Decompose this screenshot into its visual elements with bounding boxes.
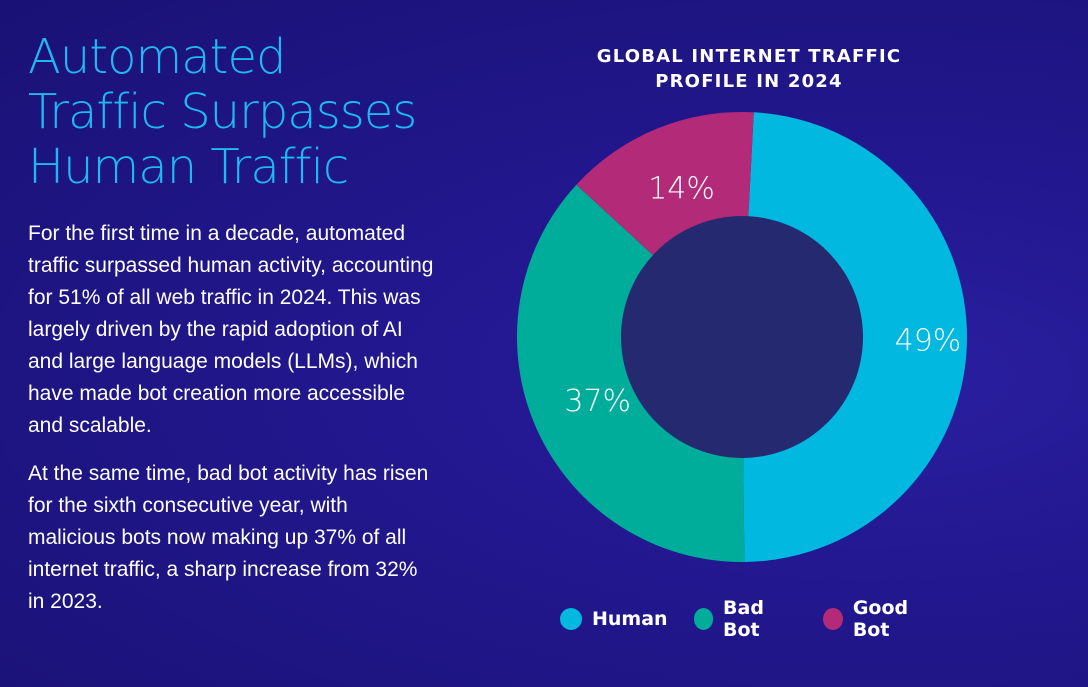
chart-title-line-2: PROFILE IN 2024	[655, 71, 843, 92]
legend-item-human: Human	[560, 608, 668, 630]
headline-line-3: Human Traffic	[28, 139, 349, 195]
legend-swatch-human	[560, 608, 582, 630]
headline: Automated Traffic Surpasses Human Traffi…	[28, 30, 448, 195]
donut-hole	[621, 216, 863, 458]
donut-chart: 49% 37% 14%	[516, 112, 968, 562]
legend-label-human: Human	[592, 608, 668, 630]
headline-line-2: Traffic Surpasses	[28, 84, 417, 140]
legend-swatch-good-bot	[823, 608, 843, 630]
slice-label-human: 49%	[895, 323, 962, 358]
chart-title-line-1: GLOBAL INTERNET TRAFFIC	[596, 46, 902, 67]
headline-line-1: Automated	[28, 29, 286, 85]
body-paragraph-1: For the first time in a decade, automate…	[28, 222, 434, 437]
chart-title: GLOBAL INTERNET TRAFFIC PROFILE IN 2024	[560, 44, 938, 94]
body-text: For the first time in a decade, automate…	[28, 218, 438, 634]
legend-swatch-bad-bot	[693, 608, 714, 630]
legend-label-bad-bot: Bad Bot	[723, 597, 764, 641]
legend-item-bad-bot: Bad Bot	[693, 597, 798, 641]
slice-label-bad-bot: 37%	[564, 384, 631, 419]
legend-label-good-bot: Good Bot	[852, 597, 909, 641]
legend-item-good-bot: Good Bot	[823, 597, 940, 641]
chart-legend: Human Bad Bot Good Bot	[560, 597, 940, 641]
body-paragraph-2: At the same time, bad bot activity has r…	[28, 462, 429, 613]
slice-label-good-bot: 14%	[648, 171, 715, 206]
